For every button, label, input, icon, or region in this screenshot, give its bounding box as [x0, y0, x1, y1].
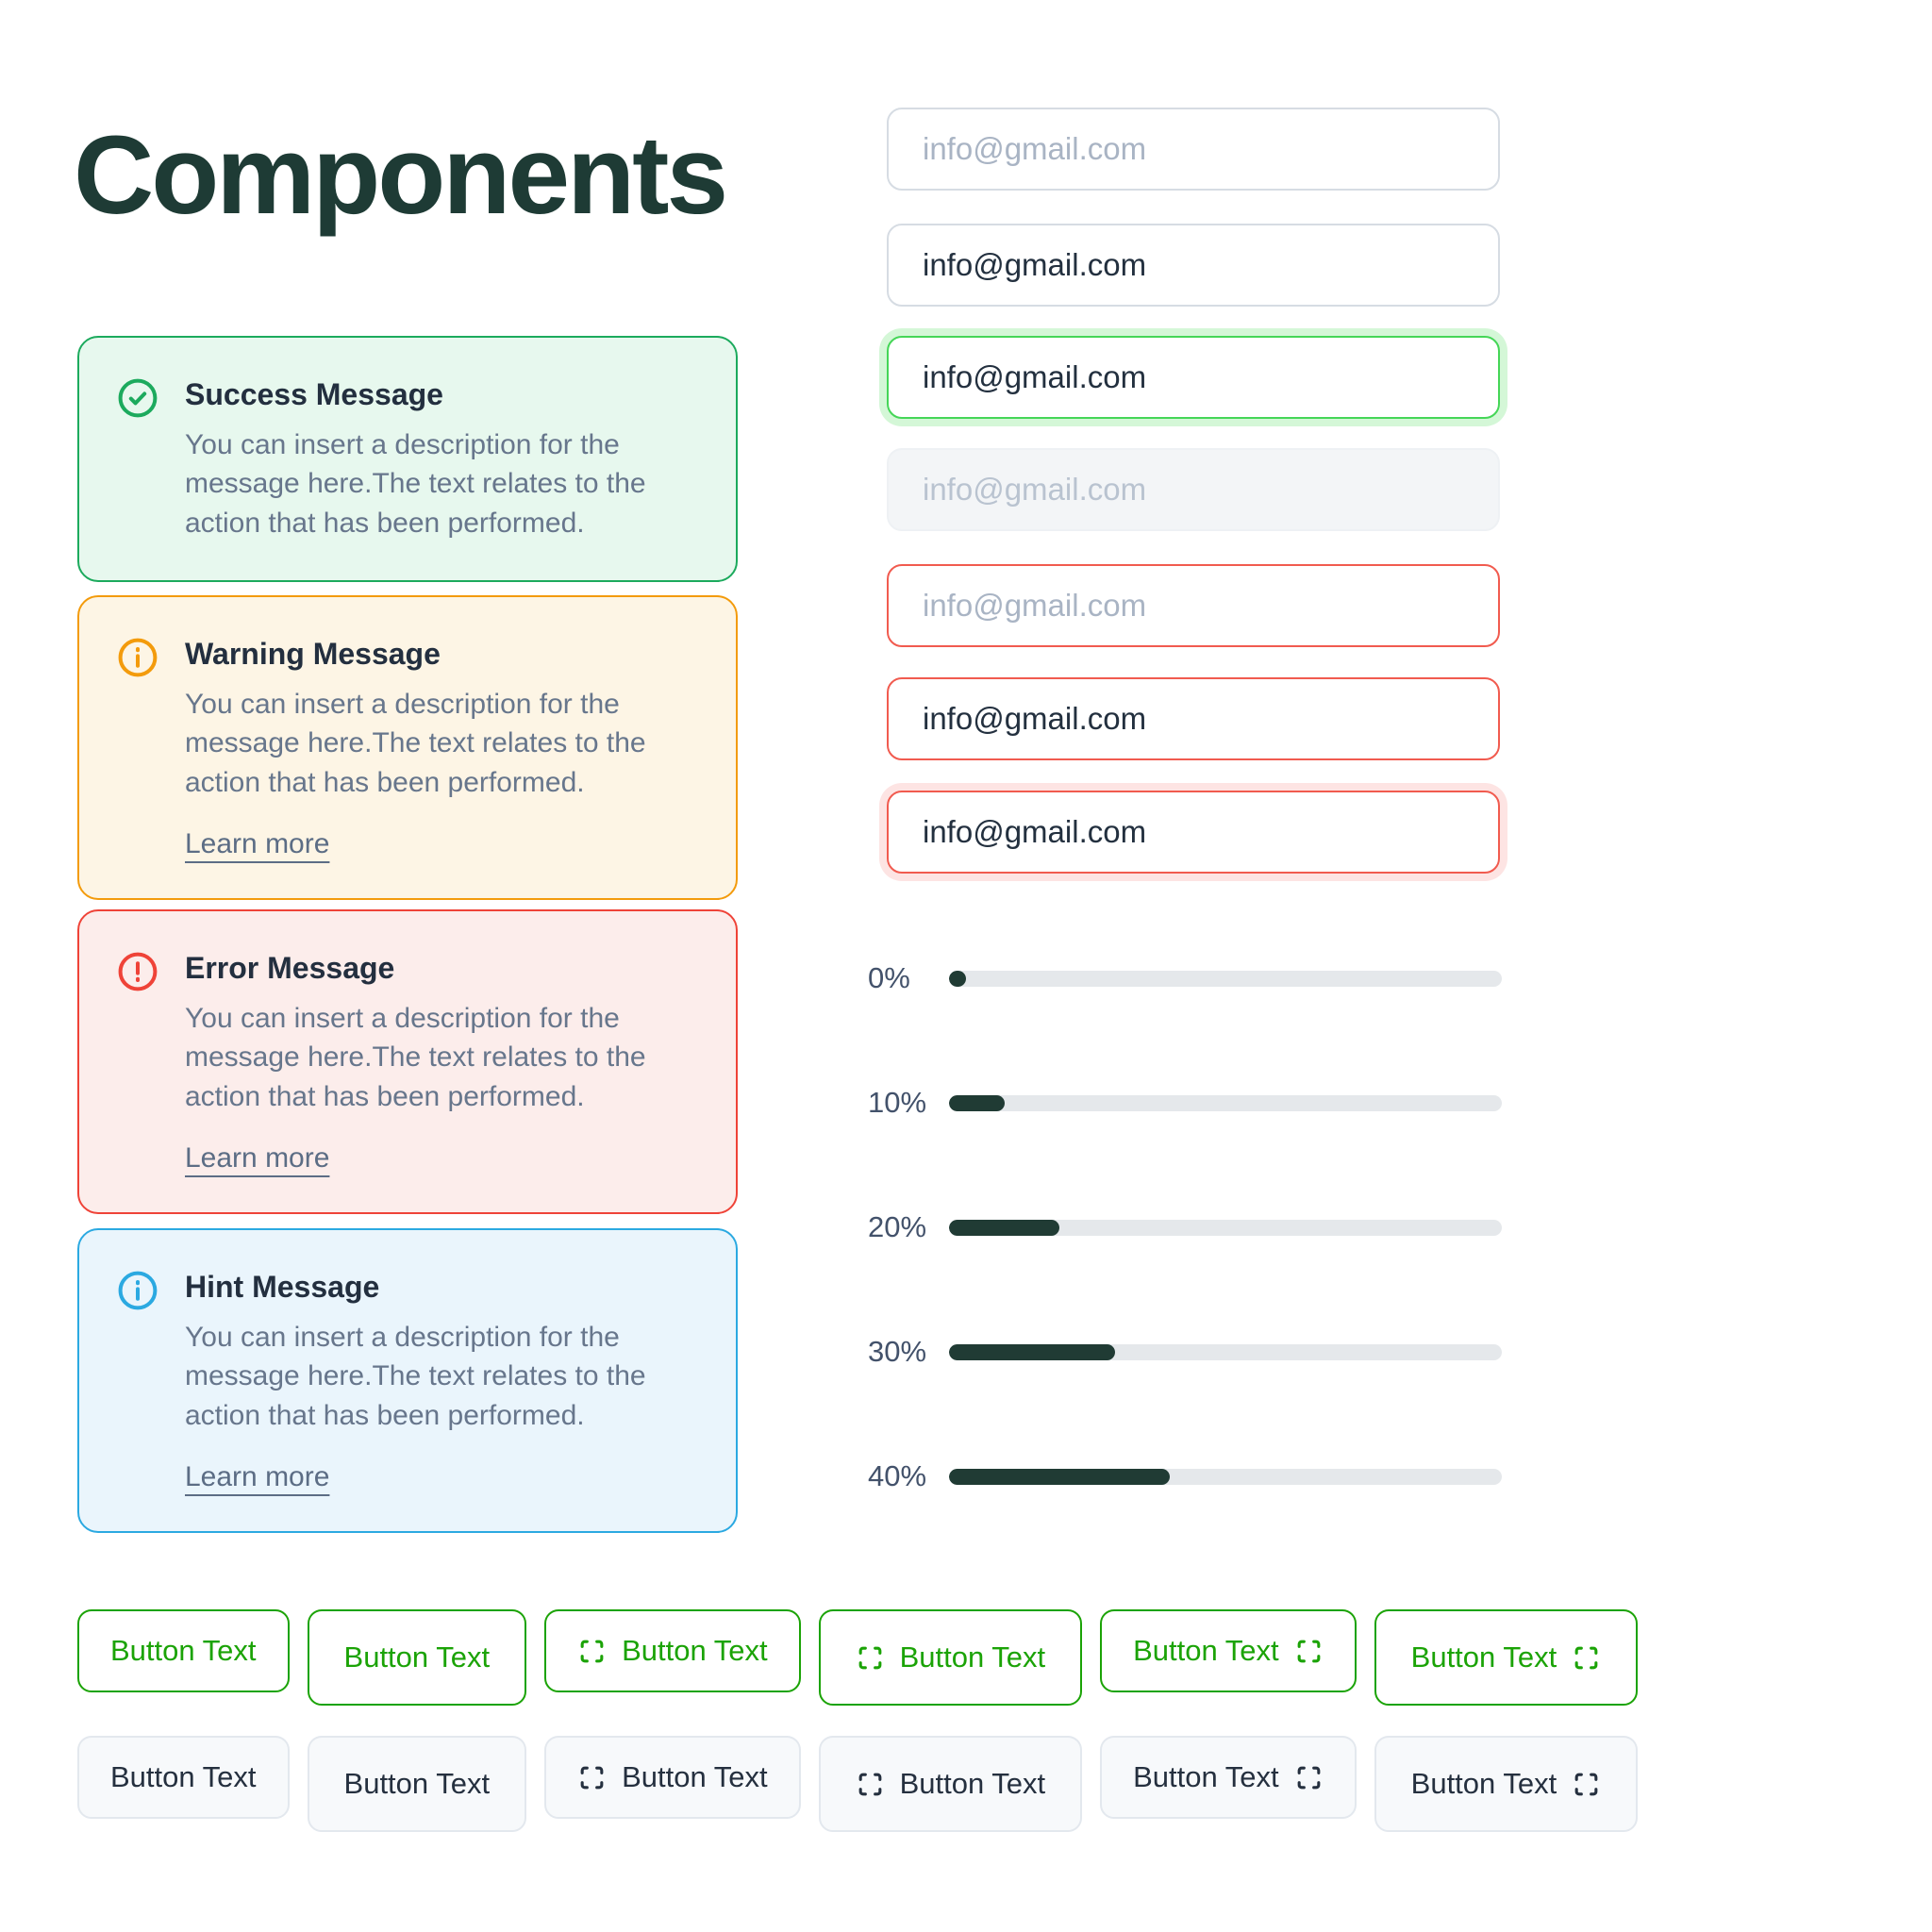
button-label: Button Text [622, 1634, 768, 1667]
scan-icon [856, 1643, 885, 1673]
secondary-button-row: Button Text Button Text Button Text Butt… [77, 1736, 1639, 1832]
primary-button-icon-left-lg[interactable]: Button Text [818, 1609, 1083, 1706]
email-input-error-filled[interactable] [887, 677, 1500, 760]
progress-track [949, 1219, 1502, 1236]
secondary-button-text-lg[interactable]: Button Text [307, 1736, 527, 1832]
secondary-button-icon-right-lg[interactable]: Button Text [1374, 1736, 1639, 1832]
scan-icon [1572, 1643, 1601, 1673]
scan-icon [1294, 1637, 1324, 1666]
button-label: Button Text [1410, 1641, 1557, 1674]
info-circle-icon [115, 1268, 160, 1313]
message-title: Error Message [185, 951, 395, 985]
hint-message-card: Hint Message You can insert a descriptio… [77, 1228, 738, 1534]
progress-bar-group: 0% 10% 20% 30% 40% [868, 960, 1502, 1583]
message-content: Error Message You can insert a descripti… [185, 947, 698, 1174]
button-label: Button Text [343, 1767, 491, 1800]
progress-fill [949, 1468, 1171, 1485]
button-label: Button Text [110, 1760, 257, 1793]
progress-row: 20% [868, 1209, 1502, 1245]
scan-icon [1572, 1770, 1601, 1799]
progress-fill [949, 970, 966, 987]
message-content: Success Message You can insert a descrip… [185, 374, 698, 542]
progress-track [949, 1094, 1502, 1111]
secondary-button-icon-right-sm[interactable]: Button Text [1100, 1736, 1357, 1819]
scan-icon [1294, 1763, 1324, 1792]
email-input-disabled[interactable] [887, 448, 1500, 531]
progress-track [949, 1343, 1502, 1360]
button-label: Button Text [110, 1634, 257, 1667]
progress-row: 0% [868, 960, 1502, 996]
scan-icon [577, 1637, 607, 1666]
message-description: You can insert a description for the mes… [185, 1003, 646, 1112]
button-label: Button Text [343, 1641, 491, 1674]
primary-button-icon-right-sm[interactable]: Button Text [1100, 1609, 1357, 1692]
progress-track [949, 1468, 1502, 1485]
progress-label: 10% [868, 1086, 927, 1119]
progress-row: 10% [868, 1085, 1502, 1121]
message-title: Hint Message [185, 1270, 380, 1304]
button-label: Button Text [1410, 1767, 1557, 1800]
button-label: Button Text [899, 1641, 1046, 1674]
progress-label: 40% [868, 1459, 927, 1492]
success-message-card: Success Message You can insert a descrip… [77, 336, 738, 583]
button-label: Button Text [622, 1760, 768, 1793]
secondary-button-icon-left-sm[interactable]: Button Text [544, 1736, 801, 1819]
learn-more-link[interactable]: Learn more [185, 828, 330, 860]
progress-label: 20% [868, 1210, 927, 1243]
learn-more-link[interactable]: Learn more [185, 1142, 330, 1174]
primary-button-row: Button Text Button Text Button Text Butt… [77, 1609, 1639, 1706]
progress-row: 30% [868, 1334, 1502, 1370]
progress-label: 30% [868, 1335, 927, 1368]
message-description: You can insert a description for the mes… [185, 1322, 646, 1431]
email-input-default[interactable] [887, 108, 1500, 191]
scan-icon [856, 1770, 885, 1799]
message-title: Warning Message [185, 637, 441, 671]
warning-message-card: Warning Message You can insert a descrip… [77, 595, 738, 901]
progress-fill [949, 1094, 1005, 1111]
message-description: You can insert a description for the mes… [185, 429, 646, 539]
page-title: Components [74, 113, 728, 238]
learn-more-link[interactable]: Learn more [185, 1461, 330, 1493]
message-title: Success Message [185, 377, 443, 411]
alert-circle-icon [115, 949, 160, 994]
email-input-success-focused[interactable] [887, 336, 1500, 419]
email-input-error[interactable] [887, 564, 1500, 647]
email-input-filled[interactable] [887, 224, 1500, 307]
check-circle-icon [115, 375, 160, 421]
progress-label: 0% [868, 961, 910, 994]
error-message-card: Error Message You can insert a descripti… [77, 909, 738, 1215]
primary-button-icon-right-lg[interactable]: Button Text [1374, 1609, 1639, 1706]
progress-track [949, 970, 1502, 987]
message-description: You can insert a description for the mes… [185, 689, 646, 798]
primary-button-text-lg[interactable]: Button Text [307, 1609, 527, 1706]
message-content: Warning Message You can insert a descrip… [185, 633, 698, 860]
button-label: Button Text [1133, 1634, 1279, 1667]
scan-icon [577, 1763, 607, 1792]
button-label: Button Text [1133, 1760, 1279, 1793]
secondary-button-text-sm[interactable]: Button Text [77, 1736, 290, 1819]
email-input-error-focused[interactable] [887, 791, 1500, 874]
secondary-button-icon-left-lg[interactable]: Button Text [818, 1736, 1083, 1832]
primary-button-icon-left-sm[interactable]: Button Text [544, 1609, 801, 1692]
message-content: Hint Message You can insert a descriptio… [185, 1266, 698, 1493]
progress-row: 40% [868, 1458, 1502, 1494]
progress-fill [949, 1343, 1115, 1360]
primary-button-text-sm[interactable]: Button Text [77, 1609, 290, 1692]
info-circle-icon [115, 635, 160, 680]
progress-fill [949, 1219, 1060, 1236]
button-label: Button Text [899, 1767, 1046, 1800]
